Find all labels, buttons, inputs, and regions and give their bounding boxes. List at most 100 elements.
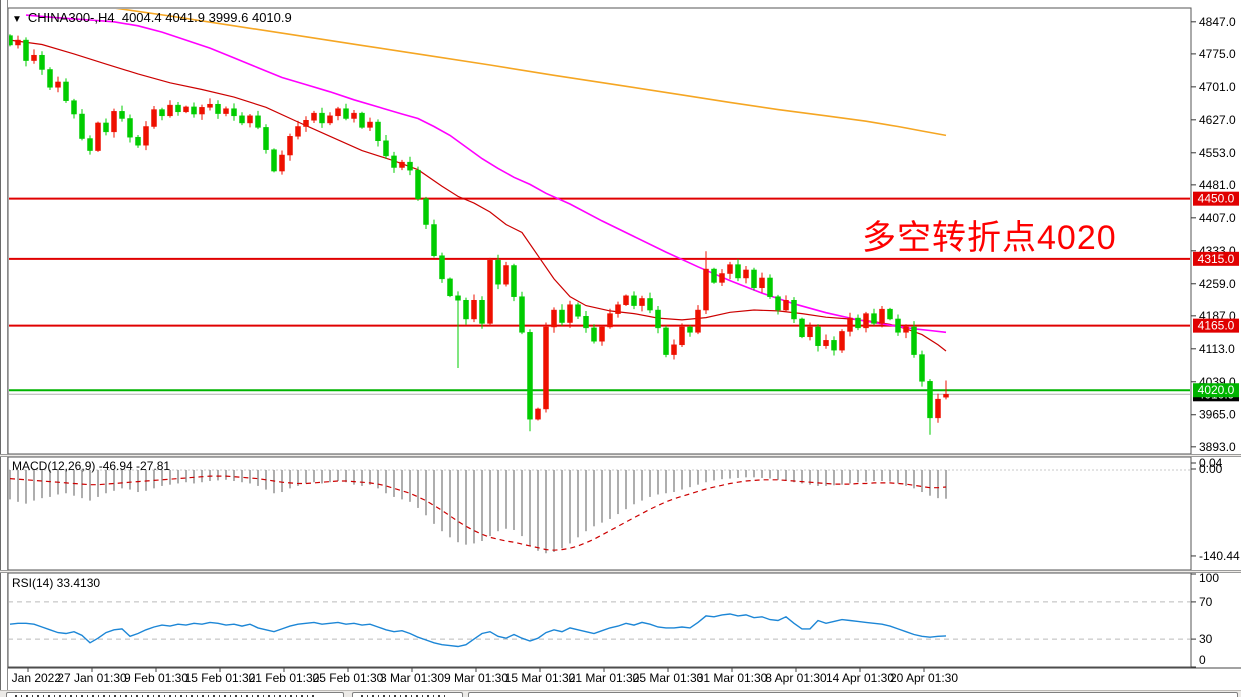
candle [279, 154, 285, 172]
candle [479, 299, 485, 324]
candle [895, 318, 901, 333]
candle [847, 317, 853, 332]
time-axis-label: 31 Mar 01:30 [697, 671, 768, 685]
time-axis-label: 25 Mar 01:30 [633, 671, 704, 685]
rsi-axis-label: 0 [1199, 653, 1206, 667]
ma-medium-magenta [25, 14, 947, 334]
candle [439, 255, 445, 280]
price-axis: 4847.0 4775.0 4701.0 4627.0 4553.0 4481.0 4407… [1191, 15, 1240, 668]
candle [23, 39, 29, 61]
candle [87, 138, 93, 151]
candle [831, 340, 837, 351]
candle [871, 313, 877, 324]
candle [335, 108, 341, 117]
chevron-down-icon[interactable]: ▼ [12, 14, 22, 25]
candle [815, 326, 821, 346]
candle [567, 304, 573, 323]
candles-group [9, 34, 949, 435]
candle [687, 326, 693, 333]
candle [655, 309, 661, 329]
candle [743, 269, 749, 279]
candle [527, 332, 533, 420]
candle [15, 39, 21, 46]
candle [519, 296, 525, 333]
candle [767, 277, 773, 297]
candle [383, 140, 389, 157]
tab-text-clipped [361, 695, 445, 697]
candle [679, 326, 685, 346]
time-axis-label: 9 Feb 01:30 [124, 671, 188, 685]
rsi-line [9, 613, 947, 648]
price-axis-label: 4847.0 [1199, 15, 1236, 29]
price-axis-label: 4701.0 [1199, 80, 1236, 94]
candle [775, 296, 781, 311]
candle [39, 54, 45, 70]
ohlc-values: 4004.4 4041.9 3999.6 4010.9 [121, 10, 292, 25]
candle [663, 327, 669, 355]
candle [759, 277, 765, 289]
chart-tab-area[interactable] [468, 692, 1238, 697]
candle [935, 398, 941, 419]
price-level-badge-4020.0-bg [1193, 383, 1239, 398]
time-axis-label: 25 Feb 01:30 [313, 671, 384, 685]
ma-slow-orange [115, 9, 947, 137]
price-axis-label: 4481.0 [1199, 178, 1236, 192]
candle [175, 104, 181, 113]
candle [535, 408, 541, 420]
candle [807, 326, 813, 338]
window-left-gutter [0, 0, 8, 690]
price-level-badge-4450.0-bg [1193, 191, 1239, 206]
candle [927, 381, 933, 419]
candle [351, 112, 357, 119]
candle [839, 331, 845, 351]
time-axis-label: 27 Jan 01:30 [57, 671, 127, 685]
annotation-text[interactable]: 多空转折点4020 [862, 219, 1117, 257]
candle [103, 122, 109, 133]
tab-text-clipped [15, 695, 315, 697]
time-axis-label: 15 Feb 01:30 [185, 671, 256, 685]
candle [695, 309, 701, 333]
price-panel [9, 9, 1190, 395]
macd-axis-label: 0.04 [1199, 456, 1223, 470]
rsi-label: RSI(14) 33.4130 [12, 576, 101, 590]
price-axis-label: 4775.0 [1199, 47, 1236, 61]
candle [31, 54, 37, 61]
candle [327, 115, 333, 124]
candle [703, 268, 709, 311]
price-axis-label: 3965.0 [1199, 408, 1236, 422]
chart-tab-active[interactable] [352, 692, 463, 697]
rsi-axis-label: 100 [1199, 571, 1219, 585]
candle [943, 394, 949, 398]
candle [319, 112, 325, 124]
candle [495, 259, 501, 285]
price-axis-label: 4259.0 [1199, 277, 1236, 291]
price-axis-label: 4407.0 [1199, 211, 1236, 225]
time-axis-label: 14 Apr 01:30 [826, 671, 894, 685]
candle [903, 326, 909, 333]
candle [855, 317, 861, 329]
candle [119, 111, 125, 119]
price-level-badge-4450.0: 4450.0 [1198, 192, 1235, 206]
price-level-badge-4165.0-bg [1193, 318, 1239, 333]
candle [55, 81, 61, 88]
candle [463, 299, 469, 320]
candle [599, 326, 605, 342]
panel-splitter-macd[interactable] [0, 454, 1241, 457]
macd-axis-label: 0.00 [1199, 462, 1223, 476]
candle [791, 299, 797, 320]
chart-tab[interactable] [6, 692, 344, 697]
candle [199, 107, 205, 115]
candle [639, 298, 645, 306]
candle [647, 298, 653, 311]
candle [423, 198, 429, 225]
candle [431, 224, 437, 256]
time-axis-label: 15 Mar 01:30 [505, 671, 576, 685]
candle [415, 169, 421, 199]
candle [503, 265, 509, 285]
candle [919, 354, 925, 382]
candle [455, 295, 461, 301]
panel-splitter-rsi[interactable] [0, 570, 1241, 573]
